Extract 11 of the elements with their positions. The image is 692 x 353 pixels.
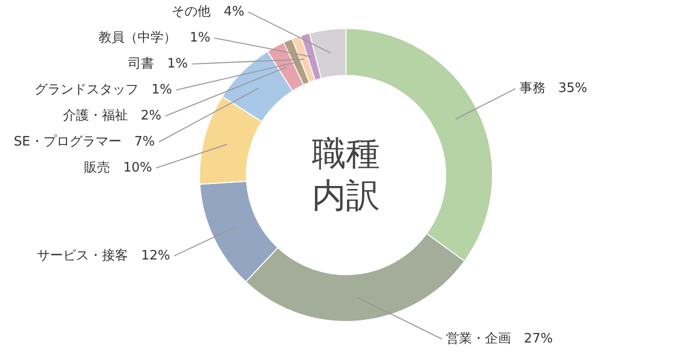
slice-label: その他 4% (172, 4, 244, 20)
slice-label: 事務 35% (519, 81, 588, 96)
slice-label: 営業・企画 27% (446, 331, 553, 346)
slice-label: 介護・福祉 2% (62, 108, 162, 124)
slice-label: グランドスタッフ 1% (34, 82, 172, 98)
slice-label: サービス・接客 12% (37, 247, 170, 264)
slice-label: 教員（中学） 1% (98, 30, 210, 46)
slice-label: 司書 1% (128, 56, 188, 72)
text: 職種内訳 (311, 133, 381, 217)
slice-label: SE・プログラマー 7% (14, 134, 155, 150)
slice-label: 販売 10% (84, 160, 152, 176)
